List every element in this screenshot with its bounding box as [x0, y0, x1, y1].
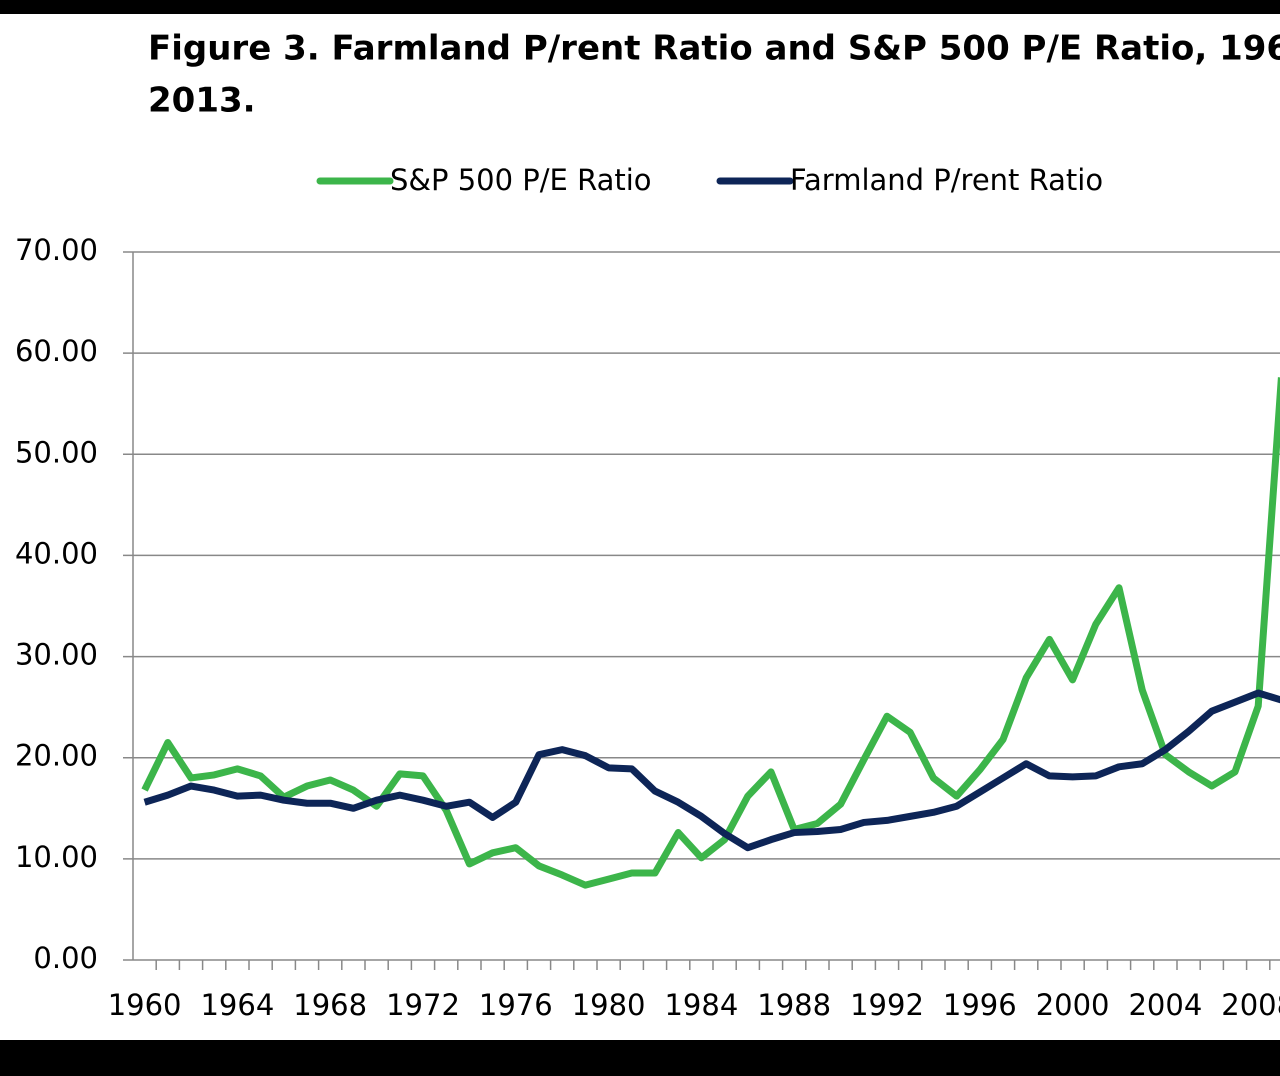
x-tick-label: 1992: [850, 988, 924, 1022]
y-tick-label: 10.00: [15, 840, 98, 874]
series-line: [141, 377, 1280, 889]
x-tick-label: 1988: [757, 988, 831, 1022]
chart-title: Figure 3. Farmland P/rent Ratio and S&P …: [148, 29, 1280, 69]
x-tick-label: 1972: [386, 988, 460, 1022]
legend-label: S&P 500 P/E Ratio: [390, 163, 652, 197]
top-bar: [0, 0, 1280, 14]
chart-title: 2013.: [148, 81, 256, 121]
y-tick-label: 40.00: [15, 536, 98, 570]
x-tick-label: 1964: [200, 988, 274, 1022]
legend-label: Farmland P/rent Ratio: [790, 163, 1103, 197]
bottom-bar: [0, 1040, 1280, 1076]
y-tick-label: 50.00: [15, 435, 98, 469]
x-tick-label: 1976: [479, 988, 553, 1022]
y-tick-label: 20.00: [15, 739, 98, 773]
y-tick-label: 60.00: [15, 334, 98, 368]
x-tick-label: 2000: [1036, 988, 1110, 1022]
series-line: [143, 689, 1280, 852]
x-tick-label: 1960: [108, 988, 182, 1022]
x-tick-label: 2008: [1221, 988, 1280, 1022]
y-tick-label: 30.00: [15, 638, 98, 672]
x-tick-label: 1980: [572, 988, 646, 1022]
y-tick-label: 0.00: [33, 941, 98, 975]
y-tick-label: 70.00: [15, 233, 98, 267]
x-tick-label: 1996: [943, 988, 1017, 1022]
x-tick-label: 1968: [293, 988, 367, 1022]
x-tick-label: 1984: [664, 988, 738, 1022]
x-tick-label: 2004: [1128, 988, 1202, 1022]
